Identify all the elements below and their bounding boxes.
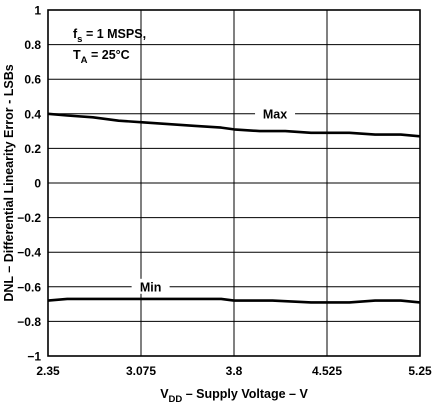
series-lines: [47, 112, 421, 304]
x-tick-label: 3.8: [226, 364, 243, 378]
y-tick-label: 1: [34, 4, 41, 18]
x-tick-label: 2.35: [36, 364, 60, 378]
condition-sampling-rate: fs = 1 MSPS,: [73, 27, 146, 45]
y-tick-label: −0.4: [17, 246, 41, 260]
x-tick-label: 4.525: [312, 364, 342, 378]
y-tick-label: −1: [27, 350, 41, 364]
series-line-min: [47, 297, 421, 304]
x-axis-title: VDD – Supply Voltage – V: [160, 387, 308, 405]
y-tick-label: 0.6: [24, 73, 41, 87]
tick-labels: 2.35 3.075 3.8 4.525 5.25 −1 −0.8 −0.6 −0.4 −0.2 0…: [17, 4, 432, 379]
condition-ambient-temp: TA = 25°C: [73, 48, 130, 66]
x-tick-label: 5.25: [408, 364, 432, 378]
min-label-background: [131, 278, 170, 294]
y-axis-title: DNL – Differential Linearity Error - LSB…: [2, 64, 16, 301]
series-label-min: Min: [140, 280, 162, 294]
max-label-background: [255, 105, 296, 121]
y-tick-label: −0.8: [17, 315, 41, 329]
y-tick-label: 0: [34, 177, 41, 191]
grid-lines: [48, 10, 420, 356]
y-tick-label: −0.2: [17, 211, 41, 225]
plot-frame: [47, 9, 421, 357]
series-label-max: Max: [263, 107, 287, 121]
y-tick-label: −0.6: [17, 280, 41, 294]
y-tick-label: 0.2: [24, 142, 41, 156]
series-line-max: [47, 112, 421, 138]
y-tick-label: 0.4: [24, 107, 41, 121]
x-tick-label: 3.075: [126, 364, 156, 378]
y-tick-label: 0.8: [24, 38, 41, 52]
